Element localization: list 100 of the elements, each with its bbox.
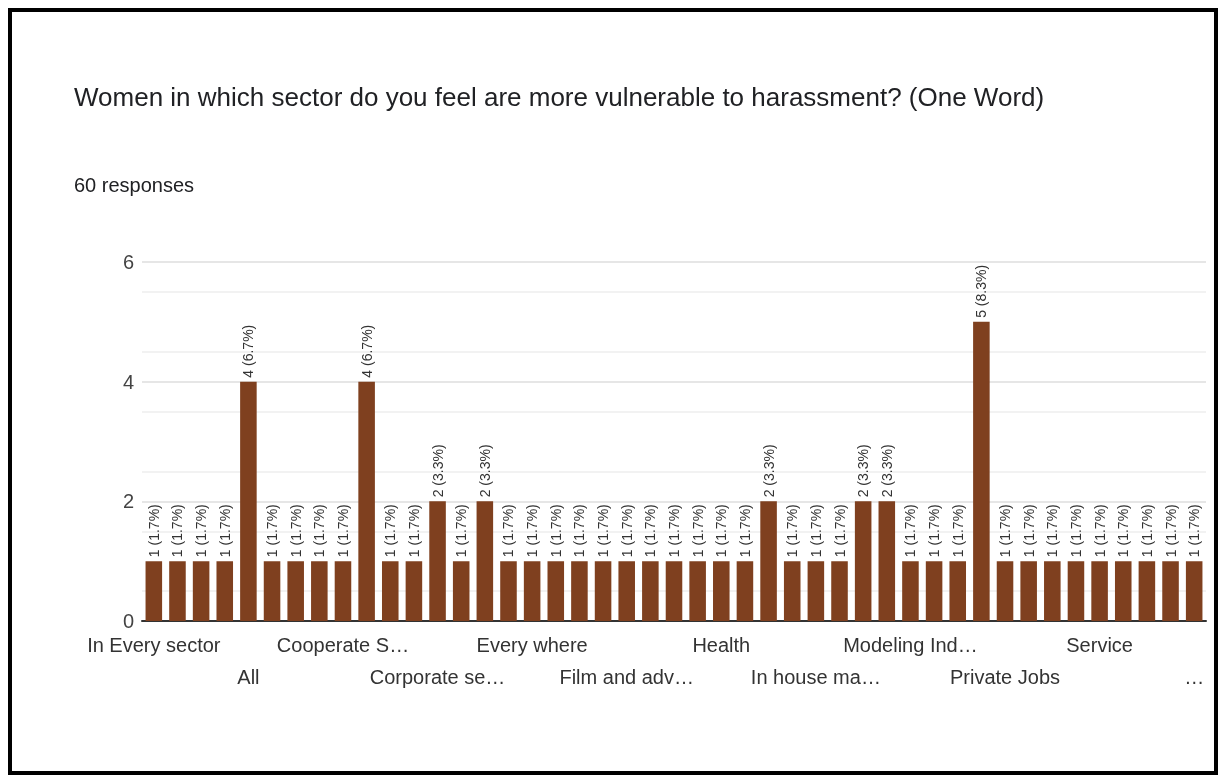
x-tick-label: Modeling Ind… — [843, 634, 978, 656]
bar — [429, 501, 446, 621]
data-label: 1 (1.7%) — [831, 504, 848, 558]
data-label: 1 (1.7%) — [571, 504, 588, 558]
data-label: 1 (1.7%) — [193, 504, 210, 558]
bar — [358, 381, 375, 621]
bar — [594, 561, 612, 621]
bar — [760, 501, 777, 621]
chart-subtitle: 60 responses — [74, 174, 195, 196]
x-tick-label: Cooperate S… — [276, 634, 410, 656]
x-tick-label: Every where — [476, 634, 588, 656]
bar — [287, 561, 304, 621]
data-label: 1 (1.7%) — [500, 504, 517, 558]
bar — [642, 561, 659, 621]
bar — [807, 561, 825, 621]
y-tick-label: 6 — [122, 251, 134, 273]
x-tick-label: … — [1184, 666, 1205, 688]
data-label: 1 (1.7%) — [595, 504, 612, 558]
data-label: 1 (1.7%) — [547, 504, 564, 558]
bar — [216, 561, 234, 621]
x-tick-label: Film and adv… — [559, 666, 694, 688]
data-label: 2 (3.3%) — [878, 444, 895, 498]
data-label: 1 (1.7%) — [713, 504, 730, 558]
data-label: 1 (1.7%) — [666, 504, 682, 558]
data-label: 2 (3.3%) — [429, 444, 446, 498]
bar — [1162, 561, 1179, 621]
data-label: 1 (1.7%) — [1091, 504, 1108, 558]
data-label: 1 (1.7%) — [382, 504, 399, 558]
data-label: 1 (1.7%) — [1067, 504, 1084, 558]
bar — [713, 561, 730, 621]
data-label: 1 (1.7%) — [642, 504, 659, 558]
data-label: 1 (1.7%) — [216, 504, 233, 558]
bar — [547, 561, 565, 621]
chart-title: Women in which sector do you feel are more vulnerable to harassment? (One Word) — [74, 82, 1045, 112]
bar — [263, 561, 281, 621]
x-tick-label: Private Jobs — [949, 666, 1061, 688]
data-label: 1 (1.7%) — [949, 504, 966, 558]
data-label: 2 (3.3%) — [760, 444, 777, 498]
bar — [571, 561, 588, 621]
data-label: 4 (6.7%) — [240, 324, 257, 378]
data-label: 1 (1.7%) — [1138, 504, 1155, 558]
data-label: 1 (1.7%) — [997, 504, 1014, 558]
bar — [1067, 561, 1085, 621]
bar — [854, 501, 872, 621]
x-tick-label: All — [237, 666, 260, 688]
bar — [192, 561, 210, 621]
bar — [523, 561, 541, 621]
bar — [240, 381, 257, 621]
data-label: 1 (1.7%) — [405, 504, 422, 558]
bar — [783, 561, 801, 621]
y-tick-label: 4 — [122, 370, 134, 393]
data-label: 5 (8.3%) — [973, 264, 990, 318]
bar — [405, 561, 423, 621]
x-tick-label: Service — [1066, 634, 1133, 656]
y-tick-label: 0 — [122, 610, 134, 632]
bar — [476, 501, 494, 621]
bar — [902, 561, 919, 621]
data-label: 1 (1.7%) — [689, 504, 706, 558]
data-label: 1 (1.7%) — [807, 504, 824, 558]
x-tick-label: In Every sector — [87, 634, 221, 656]
bar — [452, 561, 470, 621]
bar — [736, 561, 754, 621]
bar — [996, 561, 1014, 621]
data-label: 1 (1.7%) — [264, 504, 281, 558]
x-tick-label: Health — [692, 634, 751, 656]
bar — [381, 561, 399, 621]
bar — [1020, 561, 1037, 621]
data-label: 1 (1.7%) — [784, 504, 801, 558]
data-label: 1 (1.7%) — [453, 504, 470, 558]
data-label: 1 (1.7%) — [902, 504, 919, 558]
bar — [169, 561, 186, 621]
data-label: 1 (1.7%) — [736, 504, 753, 558]
bar — [1138, 561, 1156, 621]
data-label: 1 (1.7%) — [1115, 504, 1132, 558]
data-label: 1 (1.7%) — [334, 504, 351, 558]
bar — [689, 561, 706, 621]
data-label: 1 (1.7%) — [524, 504, 541, 558]
data-label: 1 (1.7%) — [618, 504, 635, 558]
data-label: 1 (1.7%) — [169, 504, 186, 558]
data-label: 1 (1.7%) — [1020, 504, 1037, 558]
bar — [665, 561, 683, 621]
y-tick-label: 2 — [122, 490, 134, 513]
bar — [878, 501, 896, 621]
data-label: 1 (1.7%) — [1186, 504, 1203, 558]
bar — [334, 561, 352, 621]
data-label: 1 (1.7%) — [1044, 504, 1061, 558]
data-label: 4 (6.7%) — [358, 324, 375, 378]
bar — [925, 561, 943, 621]
data-label: 2 (3.3%) — [476, 444, 493, 498]
data-label: 1 (1.7%) — [145, 504, 162, 558]
bar — [1185, 561, 1203, 621]
bar — [1091, 561, 1108, 621]
bar — [831, 561, 848, 621]
bar — [949, 561, 967, 621]
bar — [973, 321, 990, 621]
data-label: 1 (1.7%) — [311, 504, 328, 558]
data-label: 1 (1.7%) — [926, 504, 943, 558]
bar — [1114, 561, 1132, 621]
x-tick-label: In house ma… — [750, 666, 881, 688]
bar — [311, 561, 328, 621]
